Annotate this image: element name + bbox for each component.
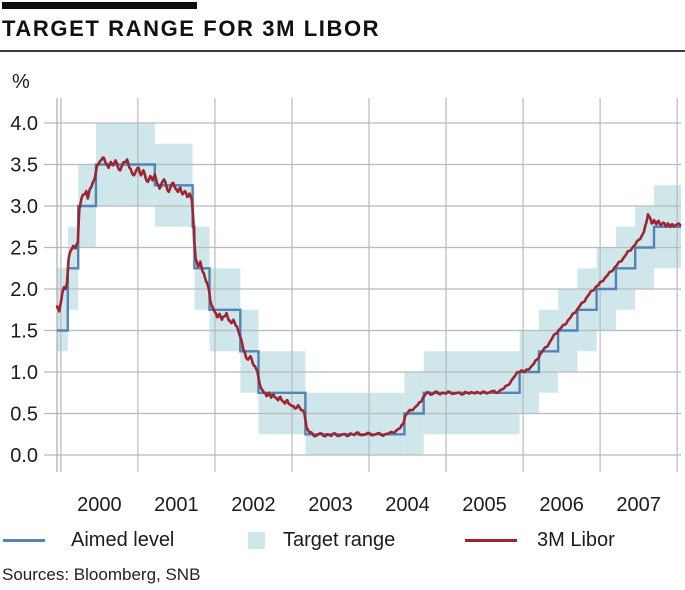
legend-3m-libor-swatch — [465, 539, 517, 542]
legend-3m-libor-label: 3M Libor — [537, 529, 615, 551]
x-tick-label: 2005 — [462, 494, 507, 516]
y-axis-unit-label: % — [12, 71, 30, 93]
legend-aimed-level-swatch — [3, 539, 45, 542]
title-rule — [0, 50, 685, 52]
legend-target-range-label: Target range — [283, 529, 396, 551]
y-tick-label: 4.0 — [10, 113, 38, 135]
legend-aimed-level-label: Aimed level — [71, 529, 175, 551]
y-tick-label: 0.5 — [10, 404, 38, 426]
y-tick-label: 3.0 — [10, 196, 38, 218]
libor-line — [55, 156, 682, 438]
legend-target-range-swatch — [248, 532, 265, 549]
x-tick-label: 2000 — [77, 494, 122, 516]
title-accent-bar — [2, 2, 197, 9]
x-tick-label: 2006 — [539, 494, 584, 516]
y-tick-label: 2.0 — [10, 279, 38, 301]
y-tick-label: 0.0 — [10, 445, 38, 467]
page-title: TARGET RANGE FOR 3M LIBOR — [2, 16, 381, 41]
target-range-band-segment — [305, 392, 405, 455]
target-range-band-segment — [57, 268, 68, 352]
x-tick-label: 2004 — [385, 494, 430, 516]
sources-note: Sources: Bloomberg, SNB — [2, 565, 201, 584]
y-tick-label: 1.5 — [10, 321, 38, 343]
x-tick-label: 2007 — [616, 494, 661, 516]
x-tick-label: 2002 — [231, 494, 276, 516]
y-tick-label: 1.0 — [10, 362, 38, 384]
x-tick-label: 2001 — [154, 494, 199, 516]
y-tick-label: 3.5 — [10, 155, 38, 177]
chart-legend: Aimed level Target range 3M Libor — [0, 529, 685, 555]
libor-target-range-chart: 4.0 3.5 3.0 2.5 2.0 1.5 1.0 0.5 0.0 2000 2001 2002 2… — [10, 98, 682, 516]
y-tick-label: 2.5 — [10, 238, 38, 260]
x-tick-label: 2003 — [308, 494, 353, 516]
